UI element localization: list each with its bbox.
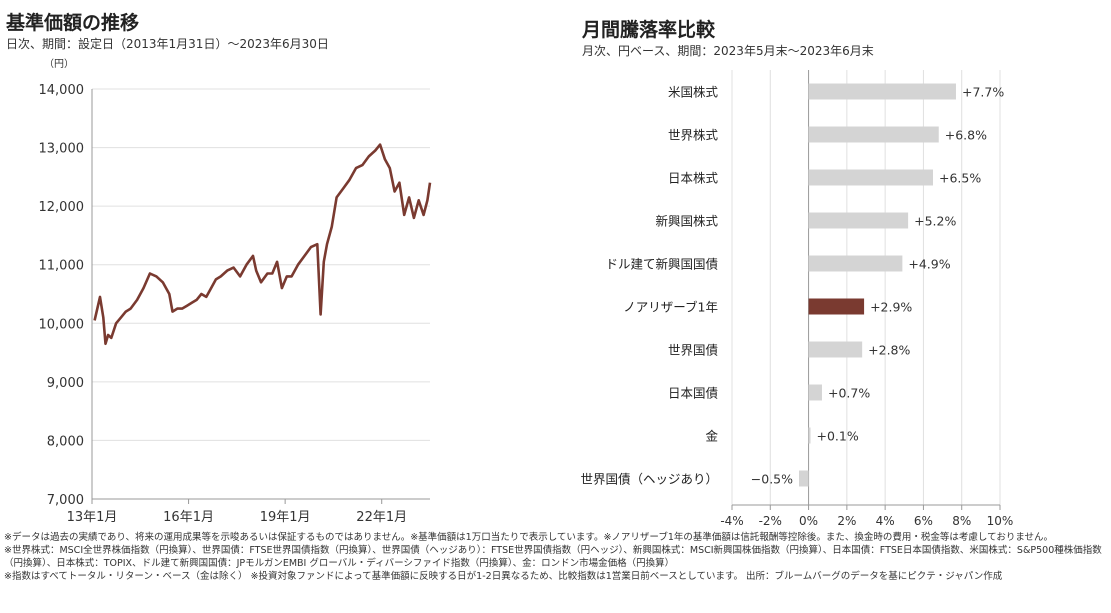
footnote-3: ※指数はすべてトータル・リターン・ベース（金は除く） ※投資対象ファンドによって… [4, 571, 1003, 582]
category-label: 世界株式 [668, 128, 719, 143]
category-label: 日本株式 [668, 171, 719, 186]
bar [808, 169, 933, 186]
bar [808, 126, 939, 143]
y-tick-label: 14,000 [39, 83, 85, 98]
value-label: +2.9% [870, 300, 912, 315]
monthly-return-bar-chart: 米国株式 +7.7% 世界株式 +6.8% 日本株式 +6.5% 新興国株式 +5.2% ドル建… [580, 70, 1014, 528]
y-unit-label: （円） [44, 58, 74, 70]
x-tick-label: 0% [799, 514, 818, 528]
value-label: +5.2% [914, 214, 956, 229]
x-tick-label: 4% [876, 514, 895, 528]
value-label: +0.7% [828, 386, 870, 401]
footnote-2: ※世界株式：MSCI全世界株価指数（円換算）、世界国債：FTSE世界国債指数（円… [4, 545, 1102, 569]
category-label: ドル建て新興国国債 [605, 257, 718, 272]
bar [799, 470, 809, 487]
value-label: +2.8% [868, 343, 910, 358]
category-label: 新興国株式 [655, 214, 718, 229]
category-label: 世界国債（ヘッジあり） [580, 472, 718, 487]
x-tick-label: 2% [837, 514, 856, 528]
value-label: +4.9% [908, 257, 950, 272]
x-tick-label: 6% [914, 514, 933, 528]
y-tick-label: 7,000 [47, 493, 84, 508]
footnote-1: ※データは過去の実績であり、将来の運用成果等を示唆あるいは保証するものではありま… [4, 532, 1054, 543]
value-label: −0.5% [751, 472, 793, 487]
x-tick-label: -2% [759, 514, 782, 528]
left-chart-title: 基準価額の推移 [6, 12, 140, 34]
right-chart-subtitle: 月次、円ベース、期間：2023年5月末～2023年6月末 [582, 44, 874, 58]
bar [808, 212, 909, 229]
category-label: 世界国債 [668, 343, 718, 358]
category-label: ノアリザーブ1年 [623, 300, 718, 315]
left-chart-subtitle: 日次、期間：設定日（2013年1月31日）～2023年6月30日 [6, 37, 329, 51]
x-tick-label: 19年1月 [260, 510, 311, 525]
x-tick-label: 22年1月 [356, 510, 407, 525]
y-tick-label: 13,000 [39, 142, 85, 157]
bar [808, 255, 903, 272]
y-tick-label: 9,000 [47, 376, 84, 391]
right-chart-title: 月間騰落率比較 [582, 19, 716, 41]
bar [808, 427, 811, 444]
value-label: +0.1% [816, 429, 858, 444]
y-tick-label: 10,000 [39, 317, 85, 332]
nav-series-line [93, 143, 432, 346]
value-label: +7.7% [962, 85, 1004, 100]
y-tick-label: 12,000 [39, 200, 85, 215]
bar [808, 341, 863, 358]
value-label: +6.8% [945, 128, 987, 143]
value-label: +6.5% [939, 171, 981, 186]
x-tick-label: 10% [987, 514, 1014, 528]
highlight-bar [808, 298, 865, 315]
y-tick-label: 8,000 [47, 434, 84, 449]
x-tick-label: 8% [952, 514, 971, 528]
category-label: 金 [705, 429, 718, 444]
category-label: 日本国債 [668, 386, 718, 401]
category-label: 米国株式 [668, 85, 719, 100]
nav-line-chart: （円） 7,000 8,000 9,000 10,000 11,000 12,000 13,… [39, 58, 432, 525]
footnotes: ※データは過去の実績であり、将来の運用成果等を示唆あるいは保証するものではありま… [4, 531, 1104, 583]
bar [808, 384, 822, 401]
bar [808, 83, 956, 100]
x-tick-label: 13年1月 [67, 510, 118, 525]
x-tick-label: 16年1月 [163, 510, 214, 525]
y-tick-label: 11,000 [39, 259, 85, 274]
x-tick-label: -4% [720, 514, 743, 528]
